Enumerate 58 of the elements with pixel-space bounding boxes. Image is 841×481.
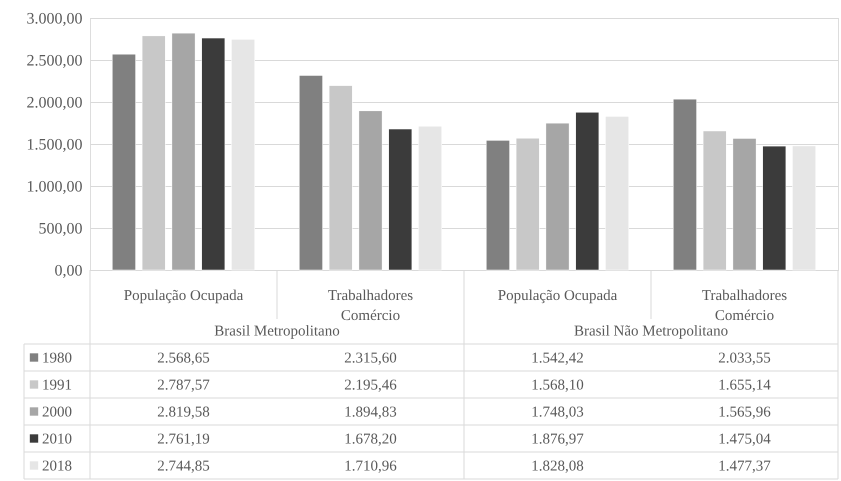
data-label: 2.744,85 [157, 458, 210, 474]
y-tick-label: 1.500,00 [26, 136, 82, 154]
data-label: 2.787,57 [157, 378, 210, 394]
data-label: 1.828,08 [531, 458, 584, 474]
y-tick-label: 500,00 [38, 220, 82, 238]
data-label: 1.894,83 [344, 404, 397, 420]
bar [575, 112, 600, 270]
bar [762, 146, 786, 270]
bar [299, 75, 323, 270]
text: Brasil Metropolitano [214, 324, 340, 340]
x-tick-label: Trabalhadores Comércio [702, 288, 788, 324]
data-label: 1.748,03 [531, 404, 584, 420]
data-label: 2.195,46 [344, 378, 398, 394]
x-tick-label: População Ocupada [498, 288, 618, 304]
bar [516, 138, 540, 270]
bar [172, 32, 196, 270]
data-label: 2.819,58 [157, 404, 210, 420]
y-tick-label: 2.000,00 [26, 94, 82, 112]
y-tick-label: 3.000,00 [26, 10, 82, 28]
bar [328, 85, 353, 270]
data-label: 1.475,04 [718, 432, 772, 448]
bar [605, 116, 629, 270]
data-label: 1.542,42 [531, 350, 584, 366]
data-label: 1.710,96 [344, 458, 398, 474]
data-label: 1.477,37 [718, 458, 772, 474]
bar [732, 138, 756, 270]
data-label: 2.315,60 [344, 350, 397, 366]
y-tick-label: 1.000,00 [26, 178, 82, 196]
bar [673, 98, 697, 270]
data-label: 2.761,19 [157, 432, 210, 448]
y-tick-label: 2.500,00 [26, 52, 82, 70]
legend-label: 2000 [42, 404, 72, 420]
data-label: 1.565,96 [718, 404, 772, 420]
x-tick-label: População Ocupada [124, 288, 244, 304]
bar [792, 146, 816, 270]
bar [702, 130, 727, 270]
bar [358, 110, 382, 270]
bar [231, 39, 255, 270]
y-tick-label: 0,00 [54, 262, 82, 280]
bar [201, 38, 226, 270]
data-label: 1.678,20 [344, 432, 397, 448]
bar [388, 128, 412, 270]
text: Brasil Não Metropolitano [574, 324, 728, 340]
data-label: 2.568,65 [157, 350, 210, 366]
data-label: 1.568,10 [531, 378, 584, 394]
bar [142, 36, 166, 270]
legend-label: 1980 [42, 350, 72, 366]
legend-label: 2018 [42, 458, 72, 474]
legend-label: 2010 [42, 432, 72, 448]
data-label: 1.655,14 [718, 378, 772, 394]
bar [418, 126, 442, 270]
x-tick-label: Trabalhadores Comércio [328, 288, 414, 324]
data-label: 1.876,97 [531, 432, 584, 448]
bar [546, 122, 570, 270]
bar [486, 140, 510, 270]
data-label: 2.033,55 [718, 350, 771, 366]
legend-label: 1991 [42, 378, 72, 394]
bar [112, 54, 136, 270]
